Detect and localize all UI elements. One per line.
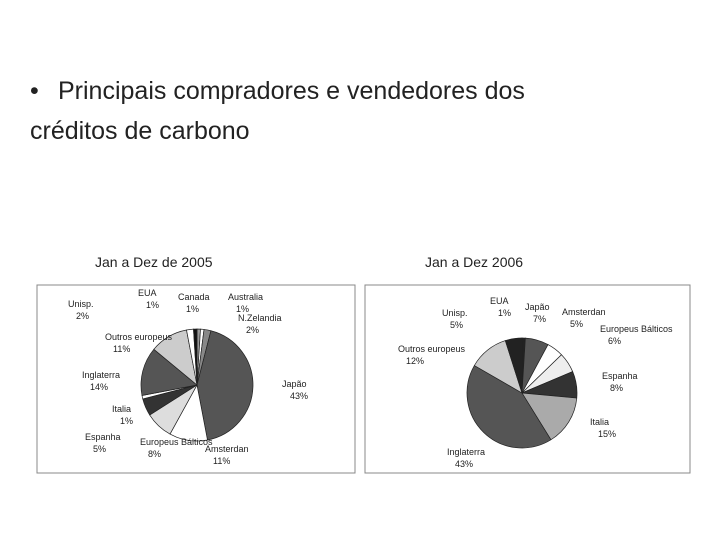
pie-slice <box>466 365 552 449</box>
slice-label: Amsterdan <box>205 444 249 454</box>
slice-label: EUA <box>138 288 157 298</box>
chart-title: Jan a Dez 2006 <box>425 254 523 270</box>
chart-title: Jan a Dez de 2005 <box>95 254 213 270</box>
slide-text: créditos de carbono <box>30 117 250 145</box>
slice-value-label: 8% <box>610 383 623 393</box>
slice-label: Unisp. <box>68 299 94 309</box>
slice-value-label: 5% <box>570 319 583 329</box>
slice-value-label: 5% <box>93 444 106 454</box>
slice-label: Japão <box>282 379 307 389</box>
slice-value-label: 43% <box>455 459 473 469</box>
slice-value-label: 5% <box>450 320 463 330</box>
slice-value-label: 1% <box>236 304 249 314</box>
slice-value-label: 14% <box>90 382 108 392</box>
slice-label: Outros europeus <box>398 344 466 354</box>
slice-value-label: 1% <box>120 416 133 426</box>
slice-label: Outros europeus <box>105 332 173 342</box>
slide-text: Principais compradores e vendedores dos <box>58 77 525 105</box>
slice-value-label: 7% <box>533 314 546 324</box>
slice-label: Japão <box>525 302 550 312</box>
slice-label: Italia <box>590 417 609 427</box>
slice-label: Amsterdan <box>562 307 606 317</box>
slice-label: Europeus Bálticos <box>140 437 213 447</box>
slice-value-label: 43% <box>290 391 308 401</box>
slice-value-label: 15% <box>598 429 616 439</box>
slice-label: Espanha <box>85 432 121 442</box>
slice-label: Inglaterra <box>447 447 485 457</box>
slice-value-label: 2% <box>246 325 259 335</box>
slice-value-label: 11% <box>113 344 130 354</box>
slice-label: Italia <box>112 404 131 414</box>
slice-label: Australia <box>228 292 263 302</box>
slice-label: Unisp. <box>442 308 468 318</box>
slice-label: Canada <box>178 292 210 302</box>
slice-value-label: 1% <box>146 300 159 310</box>
pie-slice <box>504 337 523 394</box>
slice-value-label: 1% <box>498 308 511 318</box>
slice-value-label: 8% <box>148 449 161 459</box>
slice-label: EUA <box>490 296 509 306</box>
slice-label: Inglaterra <box>82 370 120 380</box>
slice-value-label: 2% <box>76 311 89 321</box>
slice-label: Europeus Bálticos <box>600 324 673 334</box>
slice-value-label: 1% <box>186 304 199 314</box>
bullet: • <box>30 77 39 105</box>
pie-slice <box>521 392 578 441</box>
slice-value-label: 6% <box>608 336 621 346</box>
slice-value-label: 11% <box>213 456 230 466</box>
pie-slice <box>196 330 254 441</box>
slice-label: N.Zelandia <box>238 313 282 323</box>
pie-slice <box>193 328 198 386</box>
slice-value-label: 12% <box>406 356 424 366</box>
slice-label: Espanha <box>602 371 638 381</box>
